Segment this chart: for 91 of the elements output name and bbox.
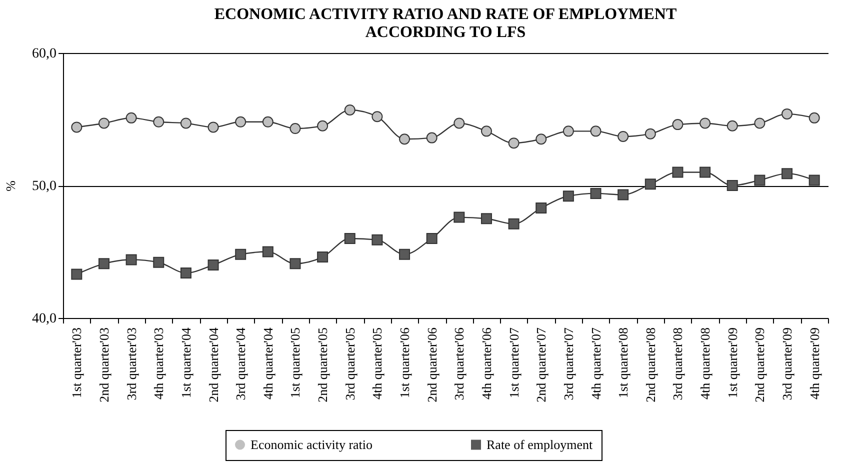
point — [372, 234, 383, 246]
point — [536, 134, 547, 145]
point — [508, 218, 520, 230]
point — [180, 118, 192, 129]
x-tick-label: 3rd quarter'05 — [342, 328, 358, 400]
x-tick-label: 1st quarter'09 — [724, 328, 740, 398]
point — [454, 212, 465, 223]
point — [426, 233, 438, 244]
x-tick-label: 3rd quarter'07 — [560, 327, 576, 400]
chart-title: ECONOMIC ACTIVITY RATIO AND RATE OF EMPLOYMENT ACCORDING TO LFS — [214, 6, 677, 41]
point — [71, 268, 82, 280]
point — [98, 118, 110, 129]
point — [644, 128, 656, 140]
point — [700, 166, 711, 178]
point — [726, 180, 738, 191]
point — [590, 188, 602, 199]
x-tick-label: 3rd quarter'09 — [780, 328, 795, 400]
y-tick-label: 60,0 — [32, 46, 56, 62]
x-tick-label: 2nd quarter'09 — [752, 328, 768, 402]
point — [180, 267, 192, 278]
x-tick-label: 1st quarter'04 — [178, 327, 194, 398]
x-tick-label: 1st quarter'06 — [397, 327, 412, 398]
point — [126, 112, 137, 124]
point — [700, 118, 711, 129]
point — [208, 122, 219, 133]
point — [590, 126, 602, 137]
point — [98, 258, 110, 270]
point — [726, 120, 738, 132]
x-tick-label: 2nd quarter'05 — [315, 328, 330, 402]
x-tick-label: 1st quarter'08 — [616, 328, 631, 398]
x-tick-label: 2nd quarter'06 — [424, 327, 440, 402]
y-tick-label: 50,0 — [32, 179, 56, 194]
y-tick-label: 40,0 — [32, 312, 56, 326]
point — [672, 166, 684, 178]
x-tick-label: 2nd quarter'04 — [206, 327, 221, 402]
x-tick-label: 4th quarter'03 — [151, 328, 166, 400]
point — [344, 104, 356, 116]
point — [290, 123, 301, 134]
y-axis-title: % — [3, 180, 18, 192]
x-tick-label: 2nd quarter'08 — [642, 328, 658, 402]
legend-label: Rate of employment — [486, 436, 594, 452]
point — [126, 254, 137, 266]
point — [153, 256, 164, 268]
x-tick-label: 1st quarter'05 — [288, 328, 303, 398]
x-tick-label: 3rd quarter'04 — [233, 327, 248, 400]
point — [672, 119, 684, 130]
legend-label: Economic activity ratio — [250, 436, 373, 452]
x-tick-label: 2nd quarter'07 — [534, 327, 549, 402]
x-tick-label: 1st quarter'03 — [69, 328, 84, 398]
x-tick-label: 4th quarter'06 — [478, 327, 494, 400]
point — [562, 190, 574, 202]
point — [618, 189, 629, 200]
point — [290, 258, 301, 270]
x-tick-label: 4th quarter'04 — [260, 327, 276, 400]
point — [208, 260, 219, 270]
x-tick-label: 2nd quarter'03 — [96, 328, 112, 402]
point — [754, 118, 766, 129]
point — [71, 122, 82, 133]
point — [317, 252, 328, 263]
point — [235, 248, 246, 260]
point — [262, 246, 274, 258]
point — [782, 168, 793, 180]
x-tick-label: 3rd quarter'06 — [452, 327, 467, 400]
point — [426, 132, 438, 144]
point — [508, 138, 520, 149]
point — [399, 134, 410, 145]
point — [454, 118, 465, 129]
point — [644, 178, 656, 190]
point — [262, 116, 274, 128]
x-tick-label: 4th quarter'08 — [698, 328, 713, 400]
point — [235, 116, 246, 128]
x-tick-label: 3rd quarter'08 — [670, 328, 686, 400]
x-tick-label: 3rd quarter'03 — [124, 328, 139, 400]
point — [754, 174, 766, 186]
point — [808, 174, 820, 186]
x-tick-label: 4th quarter'05 — [370, 328, 385, 400]
point — [317, 120, 328, 132]
x-tick-label: 1st quarter'07 — [506, 327, 522, 398]
point — [372, 111, 383, 122]
point — [562, 126, 574, 137]
point — [536, 202, 547, 214]
x-tick-label: 4th quarter'07 — [588, 327, 604, 400]
point — [344, 233, 356, 244]
point — [480, 213, 492, 224]
point — [808, 112, 820, 124]
x-tick-label: 4th quarter'09 — [806, 328, 822, 400]
point — [153, 116, 164, 128]
point — [399, 248, 410, 260]
point — [618, 130, 629, 142]
point — [480, 126, 492, 137]
point — [782, 108, 793, 120]
